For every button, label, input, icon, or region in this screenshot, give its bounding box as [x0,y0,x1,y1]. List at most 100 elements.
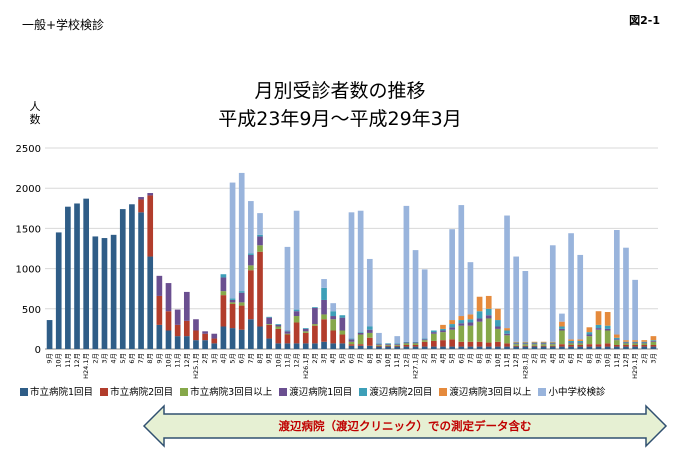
bar-segment [366,326,373,330]
x-tick-label: 11月 [613,353,621,368]
bar-segment [248,319,254,349]
x-tick-label: 5月 [338,353,346,364]
x-tick-label: 6月 [348,353,356,364]
x-tick-label: 2月 [201,353,209,364]
bar-segment [385,344,391,345]
legend-swatch [20,388,28,396]
bar-segment [330,319,337,331]
bar-segment [321,314,327,320]
x-tick-label: 7月 [576,353,584,364]
bar-segment [248,201,254,254]
x-tick-label: H29.1月 [631,353,639,379]
bar-segment [147,195,154,257]
bar-segment [467,346,474,349]
x-tick-label: 6月 [128,353,136,364]
bar-segment [412,341,419,343]
x-tick-label: 2月 [530,353,538,364]
bar-segment [321,341,327,349]
bar-segment [586,346,593,349]
bar-segment [458,346,465,349]
bar-segment [641,341,648,343]
bar-segment [421,338,428,340]
y-tick-label: 1000 [16,265,41,276]
bar-segment [138,212,144,349]
x-tick-label: 8月 [256,353,264,364]
x-tick-label: H24.1月 [82,353,90,379]
bar-segment [165,283,172,312]
x-tick-label: 3月 [210,353,218,364]
bar-segment [339,317,346,331]
x-tick-label: H25.1月 [192,353,200,379]
bar-segment [540,343,547,345]
bar-segment [449,327,455,330]
bar-segment [412,346,419,349]
bar-segment [495,320,501,327]
bar-segment [549,343,556,345]
bar-segment [46,320,53,349]
bar-segment [449,339,455,347]
bar-segment [632,340,638,342]
bar-segment [632,344,638,347]
bar-segment [302,332,309,344]
bar-segment [202,331,208,334]
bar-segment [559,328,565,331]
bar-segment [540,346,547,349]
bar-segment [495,326,501,329]
bar-segment [403,343,410,345]
bar-segment [174,309,181,325]
bar-segment [522,345,529,347]
bar-segment [440,330,446,333]
bar-segment [650,346,657,349]
x-tick-label: 7月 [357,353,365,364]
bar-segment [376,346,382,349]
legend-item-wata2: 渡辺病院2回目 [359,384,432,398]
bar-segment [229,299,236,303]
bar-segment [321,287,327,300]
x-tick-label: 7月 [466,353,474,364]
legend-swatch [180,388,189,396]
x-tick-label: 4月 [439,353,447,364]
bar-segment [202,333,208,341]
bar-segment [467,314,474,320]
bar-segment [641,346,648,349]
bar-segment [284,343,291,349]
bar-segment [467,341,474,347]
bar-segment [266,324,272,325]
bar-segment [366,329,373,333]
legend-swatch [538,388,547,396]
bar-segment [495,308,501,321]
bar-segment [458,320,465,324]
bar-segment [458,325,465,342]
bar-segment [366,332,373,338]
bar-segment [257,326,263,349]
bar-segment [522,343,529,345]
bar-segment [476,318,483,322]
bar-segment [495,328,501,342]
bar-segment [577,339,584,341]
bar-segment [504,328,510,331]
bar-segment [293,311,300,317]
bar-segment [238,305,245,330]
bar-segment [321,319,327,342]
x-tick-label: 2月 [421,353,429,364]
bar-segment [403,205,410,342]
bar-segment [394,343,401,345]
chart-subtitle: 平成23年9月～平成29年3月 [218,108,462,130]
bar-segment [385,343,391,345]
bar-segment [284,330,291,332]
bar-segment [568,342,574,344]
bar-segment [183,336,190,349]
bar-segment [376,332,382,344]
x-tick-label: 6月 [567,353,575,364]
bar-segment [495,346,501,349]
bar-segment [403,342,410,344]
bar-segment [549,341,556,343]
bar-segment [183,320,190,337]
bar-segment [284,331,291,334]
bar-segment [531,345,538,347]
bar-segment [394,345,401,347]
x-tick-label: 6月 [457,353,465,364]
y-tick-label: 1500 [16,224,41,235]
bar-segment [248,270,254,320]
